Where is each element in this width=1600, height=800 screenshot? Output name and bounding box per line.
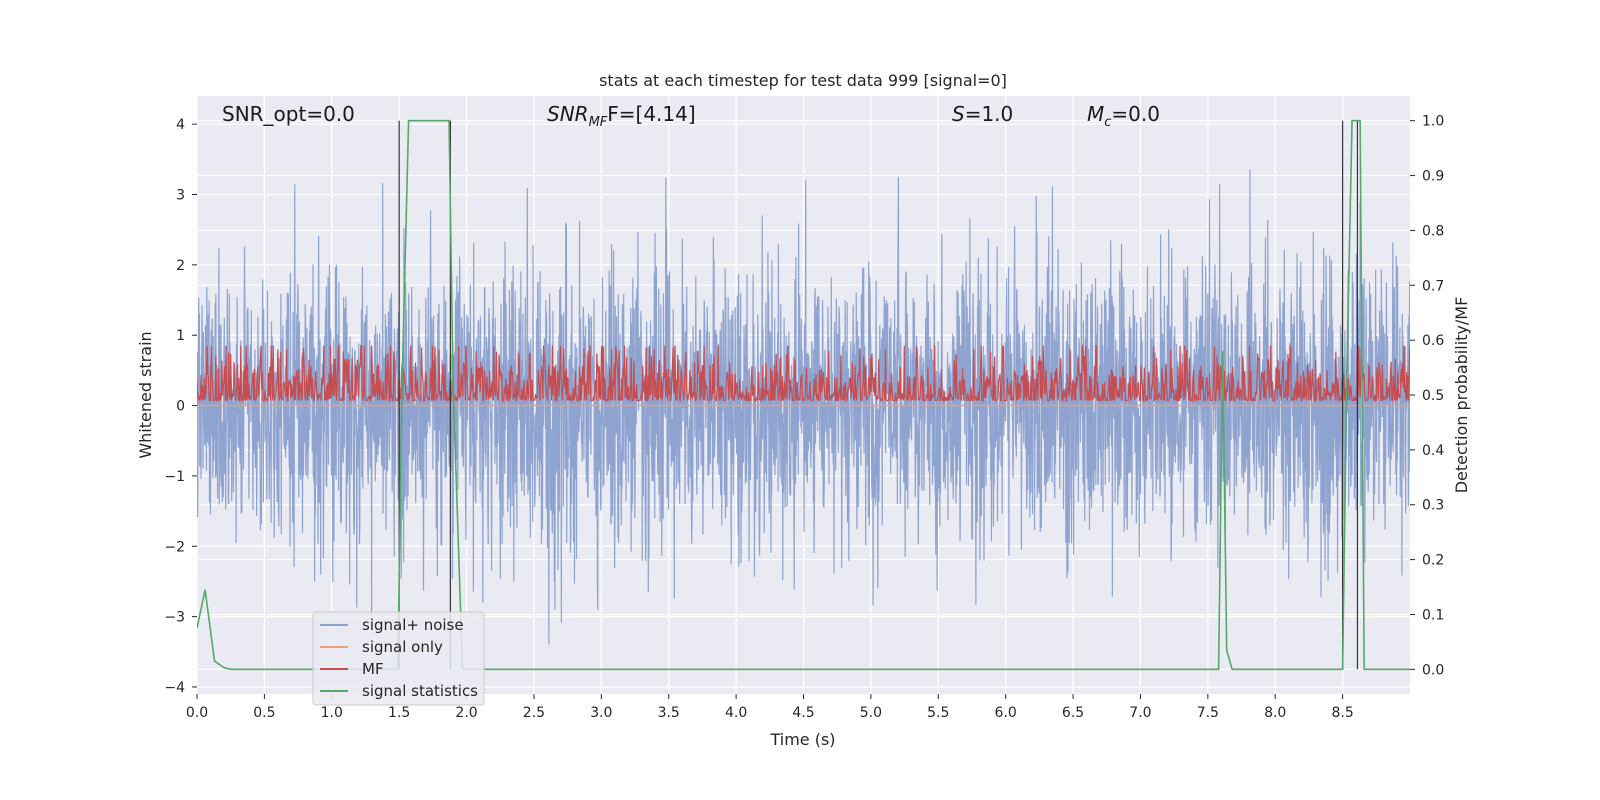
y-tick-label-6: −2: [164, 539, 185, 555]
legend-label-mf: MF: [362, 660, 384, 678]
x-tick-label-9: 4.5: [792, 705, 814, 721]
y2-axis-label: Detection probability/MF: [1452, 297, 1471, 494]
series-signal-statistics: [197, 119, 1410, 671]
y2-tick-label-3: 0.7: [1422, 278, 1444, 294]
y2-tick-label-8: 0.2: [1422, 553, 1444, 569]
x-tick-label-13: 6.5: [1062, 705, 1084, 721]
annotation-s-main: S: [952, 102, 965, 126]
x-tick-label-10: 5.0: [860, 705, 882, 721]
x-tick-label-17: 8.5: [1331, 705, 1353, 721]
y2-tick-label-2: 0.8: [1422, 223, 1444, 239]
x-tick-label-15: 7.5: [1197, 705, 1219, 721]
y2-tick-label-9: 0.1: [1422, 607, 1444, 623]
x-tick-label-14: 7.0: [1129, 705, 1151, 721]
y2-tick-label-1: 0.9: [1422, 169, 1444, 185]
x-tick-label-1: 0.5: [253, 705, 275, 721]
legend-box: [312, 611, 485, 706]
annotation-snr-mf-value: F=[4.14]: [607, 102, 695, 126]
annotation-mc: Mc=0.0: [1087, 102, 1160, 130]
y-tick-label-0: 4: [176, 117, 185, 133]
y-tick-label-2: 2: [176, 258, 185, 274]
x-tick-label-6: 3.0: [590, 705, 612, 721]
y2-ticks: 1.0 0.9 0.8 0.7 0.6 0.5 0.4 0.3 0.2 0.1 0.0: [1410, 114, 1444, 678]
x-tick-label-16: 8.0: [1264, 705, 1286, 721]
legend-label-signal-only: signal only: [362, 638, 443, 656]
y-tick-label-7: −3: [164, 610, 185, 626]
y-tick-label-8: −4: [164, 680, 185, 696]
annotation-mc-sub: c: [1104, 115, 1111, 130]
legend-label-signal-noise: signal+ noise: [362, 616, 464, 634]
x-tick-label-0: 0.0: [186, 705, 208, 721]
x-tick-label-12: 6.0: [995, 705, 1017, 721]
x-tick-label-5: 2.5: [523, 705, 545, 721]
y-tick-label-3: 1: [176, 328, 185, 344]
legend-label-signal-statistics: signal statistics: [362, 682, 478, 700]
x-axis-label: Time (s): [769, 730, 835, 749]
y2-tick-label-4: 0.6: [1422, 333, 1444, 349]
y2-tick-label-7: 0.3: [1422, 498, 1444, 514]
x-tick-label-4: 2.0: [455, 705, 477, 721]
y-tick-label-1: 3: [176, 187, 185, 203]
annotation-snr-mf-main: SNR: [547, 102, 589, 126]
annotation-s: S=1.0: [952, 102, 1013, 126]
y2-tick-label-0: 1.0: [1422, 114, 1444, 130]
x-tick-label-2: 1.0: [321, 705, 343, 721]
x-ticks: 0.0 0.5 1.0 1.5 2.0 2.5 3.0 3.5 4.0 4.5 5.0 5.5 6.0 6…: [186, 694, 1354, 721]
y2-tick-label-5: 0.5: [1422, 388, 1444, 404]
y-axis-label: Whitened strain: [136, 331, 155, 458]
y2-tick-label-6: 0.4: [1422, 443, 1444, 459]
annotation-snr-mf: SNRMFF=[4.14]: [547, 102, 696, 130]
annotation-mc-main: M: [1087, 102, 1104, 126]
chart-title: stats at each timestep for test data 999…: [599, 71, 1007, 90]
x-tick-label-7: 3.5: [658, 705, 680, 721]
x-tick-label-11: 5.5: [927, 705, 949, 721]
x-tick-label-8: 4.0: [725, 705, 747, 721]
annotation-s-value: =1.0: [965, 102, 1014, 126]
x-tick-label-3: 1.5: [388, 705, 410, 721]
annotation-snr-mf-sub: MF: [589, 115, 608, 130]
y-tick-label-4: 0: [176, 399, 185, 415]
y2-tick-label-10: 0.0: [1422, 662, 1444, 678]
y-ticks: 4 3 2 1 0 −1 −2 −3 −4: [164, 117, 197, 696]
legend: signal+ noise signal only MF signal stat…: [312, 611, 485, 706]
y-tick-label-5: −1: [164, 469, 185, 485]
annotation-snr-opt: SNR_opt=0.0: [222, 102, 355, 126]
annotation-mc-value: =0.0: [1111, 102, 1160, 126]
